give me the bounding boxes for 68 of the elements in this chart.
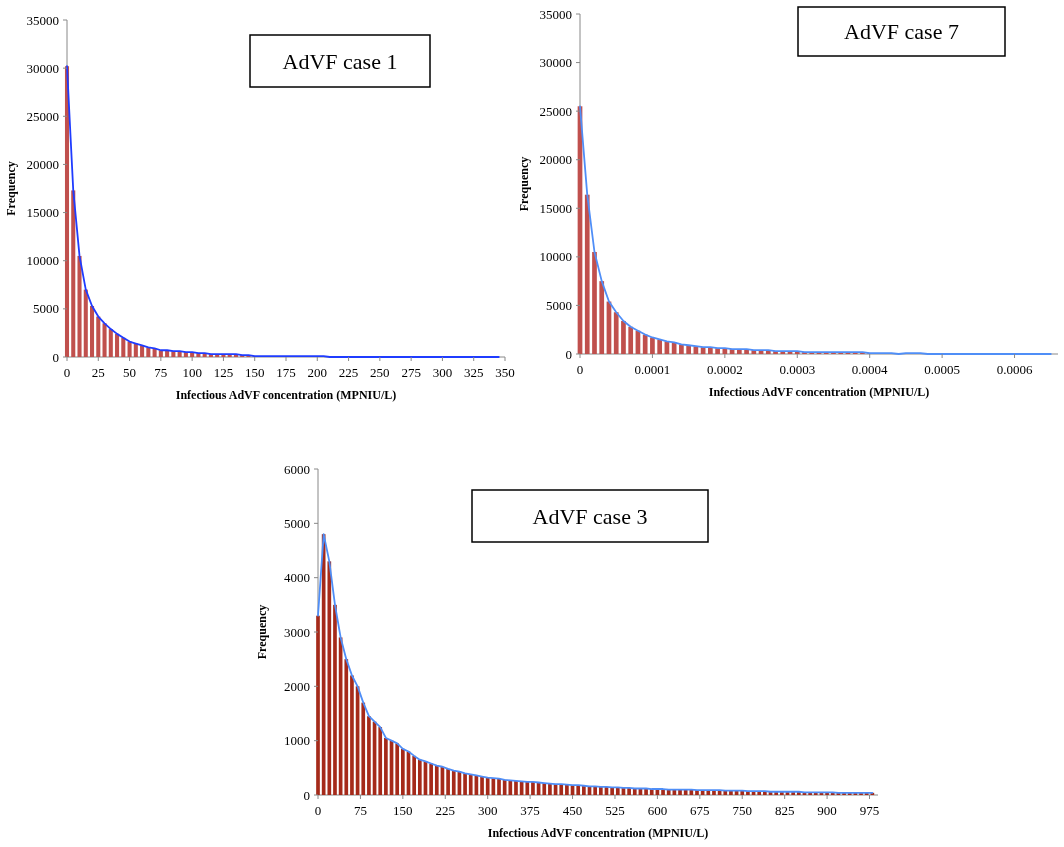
y-tick-label: 25000 xyxy=(26,108,59,124)
x-axis-title: Infectious AdVF concentration (MPNIU/L) xyxy=(487,826,709,840)
x-axis-title: Infectious AdVF concentration (MPNIU/L) xyxy=(708,385,930,399)
x-tick-label: 225 xyxy=(338,365,359,380)
y-tick-label: 4000 xyxy=(284,570,310,586)
y-tick-label: 0 xyxy=(52,349,59,365)
x-tick-label: 50 xyxy=(123,365,137,380)
x-tick-label: 175 xyxy=(276,365,296,380)
text: AdVF case 3 xyxy=(532,503,648,529)
x-tick-label: 0 xyxy=(576,362,584,377)
x-tick-label: 900 xyxy=(817,803,837,818)
y-tick-label: 10000 xyxy=(539,249,572,265)
x-tick-label: 100 xyxy=(182,365,202,380)
x-tick-label: 375 xyxy=(520,803,540,818)
y-tick-label: 10000 xyxy=(26,253,59,269)
x-tick-label: 300 xyxy=(477,803,498,818)
y-tick-label: 0 xyxy=(565,346,572,362)
x-tick-label: 150 xyxy=(244,365,265,380)
y-tick-label: 35000 xyxy=(26,12,59,28)
y-tick-label: 5000 xyxy=(546,297,572,313)
y-tick-label: 15000 xyxy=(539,200,572,216)
y-tick-label: 25000 xyxy=(539,103,572,119)
x-tick-label: 750 xyxy=(732,803,752,818)
x-tick-label: 0.0003 xyxy=(779,362,816,377)
y-tick-label: 6000 xyxy=(284,461,310,477)
y-tick-label: 20000 xyxy=(539,152,572,168)
x-tick-label: 125 xyxy=(213,365,234,380)
x-axis-title: Infectious AdVF concentration (MPNIU/L) xyxy=(175,388,397,402)
x-tick-label: 150 xyxy=(393,803,413,818)
x-tick-label: 0.0006 xyxy=(996,362,1033,377)
y-tick-label: 20000 xyxy=(26,156,59,172)
x-tick-label: 450 xyxy=(562,803,583,818)
chart-title: AdVF case 7 xyxy=(844,19,959,45)
y-tick-label: 30000 xyxy=(539,55,572,71)
x-tick-label: 225 xyxy=(435,803,456,818)
x-tick-label: 825 xyxy=(774,803,795,818)
y-tick-label: 3000 xyxy=(284,624,310,640)
y-axis-title: Frequency xyxy=(255,604,269,660)
y-tick-label: 0 xyxy=(303,787,310,803)
y-tick-label: 15000 xyxy=(26,205,59,221)
y-axis-title: Frequency xyxy=(517,156,531,212)
x-tick-label: 675 xyxy=(690,803,710,818)
x-tick-label: 300 xyxy=(432,365,453,380)
x-tick-label: 325 xyxy=(463,365,484,380)
y-tick-label: 2000 xyxy=(284,678,310,694)
x-tick-label: 525 xyxy=(605,803,625,818)
x-tick-label: 600 xyxy=(647,803,668,818)
y-axis-title: Frequency xyxy=(4,161,18,216)
y-tick-label: 5000 xyxy=(33,301,59,317)
x-tick-label: 0 xyxy=(314,803,322,818)
x-tick-label: 350 xyxy=(495,365,515,380)
x-tick-label: 75 xyxy=(154,365,168,380)
x-tick-label: 0.0004 xyxy=(851,362,889,377)
x-tick-label: 250 xyxy=(370,365,390,380)
text: AdVF case 1 xyxy=(282,48,398,74)
x-tick-label: 275 xyxy=(401,365,421,380)
y-tick-label: 35000 xyxy=(539,6,572,22)
x-tick-label: 200 xyxy=(307,365,328,380)
x-tick-label: 75 xyxy=(353,803,367,818)
x-tick-label: 0.0002 xyxy=(706,362,743,377)
y-tick-label: 1000 xyxy=(284,733,310,749)
y-tick-label: 30000 xyxy=(26,60,59,76)
x-tick-label: 975 xyxy=(859,803,880,818)
y-tick-label: 5000 xyxy=(284,515,310,531)
x-tick-label: 25 xyxy=(91,365,105,380)
x-tick-label: 0.0005 xyxy=(924,362,960,377)
x-tick-label: 0 xyxy=(63,365,71,380)
x-tick-label: 0.0001 xyxy=(634,362,671,377)
